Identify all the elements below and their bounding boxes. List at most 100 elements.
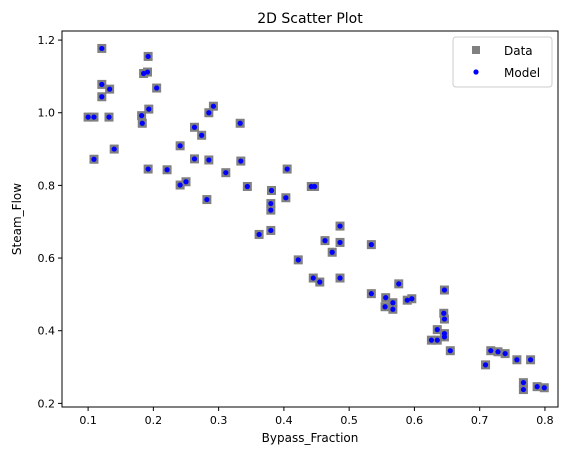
model-point (527, 357, 534, 363)
model-point (91, 156, 97, 162)
model-point (91, 114, 97, 120)
model-point (382, 304, 388, 310)
model-point (140, 70, 147, 77)
y-axis: 0.2 0.4 0.6 0.8 1.0 1.2 (38, 34, 62, 410)
x-tick-label: 0.5 (340, 414, 358, 427)
model-point (145, 166, 151, 172)
y-tick-label: 0.6 (38, 252, 56, 265)
model-point (409, 296, 415, 302)
y-tick-label: 0.8 (38, 179, 56, 192)
x-axis: 0.1 0.2 0.3 0.4 0.5 0.6 0.7 0.8 (79, 407, 554, 427)
x-tick-label: 0.6 (406, 414, 424, 427)
x-tick-label: 0.1 (79, 414, 97, 427)
model-point (520, 386, 527, 393)
model-point (322, 238, 328, 244)
model-point (139, 120, 145, 126)
model-point (434, 327, 440, 333)
x-tick-label: 0.2 (145, 414, 163, 427)
model-point (502, 350, 508, 357)
model-point (514, 357, 520, 363)
model-point (146, 106, 152, 112)
model-point (99, 81, 105, 88)
model-point (111, 146, 117, 152)
y-tick-label: 0.2 (38, 397, 56, 410)
x-axis-label: Bypass_Fraction (262, 431, 359, 445)
model-point (284, 166, 290, 172)
model-point (441, 316, 448, 322)
model-point (199, 132, 205, 138)
x-tick-label: 0.8 (536, 414, 554, 427)
model-point (106, 114, 112, 120)
model-point (441, 334, 448, 340)
model-point (206, 157, 212, 163)
axes-frame (61, 30, 559, 408)
model-point (154, 85, 160, 91)
model-point (145, 53, 151, 60)
model-point (447, 348, 453, 354)
model-point (495, 349, 501, 355)
model-point (268, 207, 274, 213)
model-point (139, 113, 145, 119)
legend-label-model: Model (504, 66, 540, 80)
model-point (206, 110, 212, 116)
y-tick-label: 0.4 (38, 325, 56, 338)
model-point (164, 167, 170, 173)
model-point (144, 69, 151, 75)
model-point (238, 158, 244, 164)
legend-label-data: Data (504, 44, 533, 58)
model-point (310, 275, 316, 281)
model-point (337, 223, 343, 229)
model-point (183, 179, 189, 185)
x-tick-label: 0.4 (275, 414, 293, 427)
model-point (488, 348, 494, 354)
model-point (434, 337, 440, 343)
model-point (428, 337, 434, 343)
y-tick-label: 1.2 (38, 34, 56, 47)
model-point (223, 170, 229, 176)
legend: Data Model (452, 36, 553, 88)
model-point (404, 297, 410, 303)
model-point (295, 257, 301, 263)
model-point (283, 195, 289, 201)
model-point (244, 183, 250, 190)
y-axis-label: Steam_Flow (10, 183, 24, 255)
model-point (191, 124, 198, 130)
model-point (390, 300, 396, 306)
model-point (85, 114, 91, 120)
model-point (107, 86, 113, 92)
model-point (390, 306, 396, 312)
model-point (99, 94, 105, 100)
model-point (337, 239, 343, 246)
model-point (210, 103, 217, 109)
model-point (482, 362, 489, 368)
model-point (177, 182, 183, 188)
model-point (396, 281, 402, 287)
model-point (256, 231, 262, 238)
model-point (268, 200, 274, 207)
model-point (383, 295, 389, 301)
model-point (237, 120, 243, 126)
model-point (177, 143, 183, 149)
model-point (268, 227, 274, 234)
model-point (191, 156, 198, 162)
model-point (534, 384, 540, 390)
model-point (268, 187, 275, 194)
model-point (541, 385, 547, 391)
model-point (311, 183, 318, 190)
chart-title: 2D Scatter Plot (257, 11, 363, 27)
x-tick-label: 0.7 (471, 414, 489, 427)
model-point (368, 242, 374, 248)
x-tick-label: 0.3 (210, 414, 228, 427)
model-point (204, 196, 210, 203)
model-point (441, 310, 447, 316)
model-point (441, 287, 448, 293)
y-tick-label: 1.0 (38, 107, 56, 120)
model-point (337, 275, 343, 281)
model-point (99, 45, 105, 52)
model-point (329, 249, 335, 255)
model-point (520, 380, 527, 386)
model-point (368, 291, 374, 297)
plot-area (83, 43, 549, 395)
series-model (85, 45, 547, 393)
